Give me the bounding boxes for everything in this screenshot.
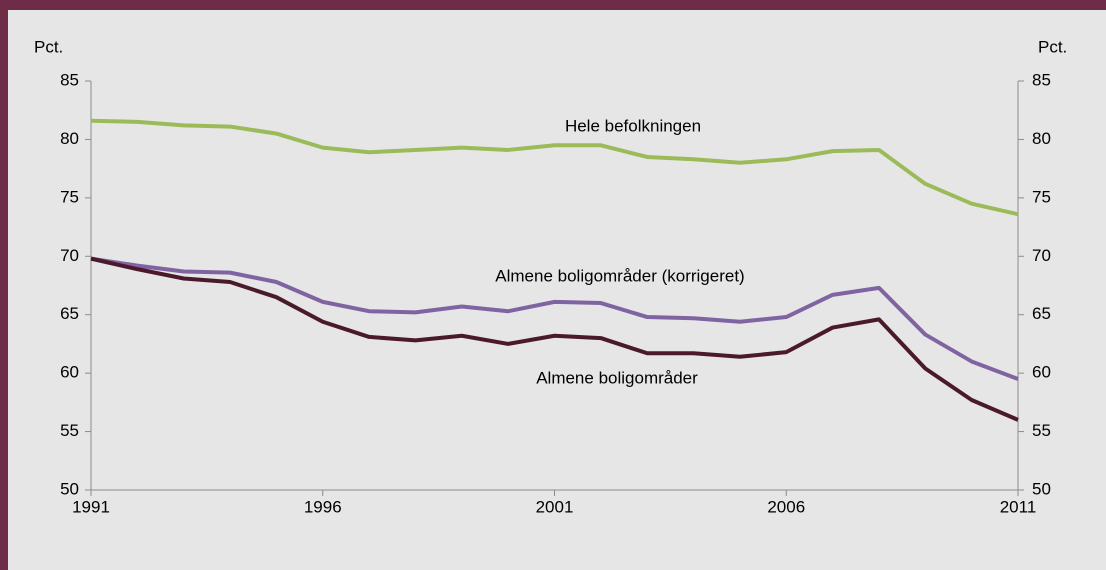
series-line <box>90 118 1019 217</box>
series-label: Almene boligområder (korrigeret) <box>495 266 744 285</box>
y-tick-label: 60 <box>60 363 79 382</box>
y-tick-label: 50 <box>60 479 79 498</box>
y2-tick-label: 50 <box>1032 479 1051 498</box>
y2-tick-label: 65 <box>1032 304 1051 323</box>
plot-background <box>8 10 1106 570</box>
y-tick-label: 70 <box>60 246 79 265</box>
y-tick-label: 55 <box>60 421 79 440</box>
x-tick-label: 1991 <box>72 497 110 516</box>
x-tick-label: 2011 <box>1000 497 1037 516</box>
y-tick-label: 65 <box>60 304 79 323</box>
y-axis-label: Pct. <box>34 37 63 56</box>
y2-tick-label: 55 <box>1032 421 1051 440</box>
y2-tick-label: 75 <box>1032 187 1051 206</box>
x-tick-label: 1996 <box>304 497 342 516</box>
y2-axis-label: Pct. <box>1038 37 1067 56</box>
y2-tick-label: 70 <box>1032 246 1051 265</box>
series-label: Hele befolkningen <box>565 116 701 135</box>
series-label: Almene boligområder <box>536 368 698 387</box>
y2-tick-label: 60 <box>1032 363 1051 382</box>
x-tick-label: 2006 <box>767 497 805 516</box>
y-tick-label: 85 <box>60 70 79 89</box>
series-line <box>90 256 1019 422</box>
y-tick-label: 75 <box>60 187 79 206</box>
series-line <box>90 256 1019 381</box>
y-tick-label: 80 <box>60 129 79 148</box>
y2-tick-label: 85 <box>1032 70 1051 89</box>
y2-tick-label: 80 <box>1032 129 1051 148</box>
x-tick-label: 2001 <box>536 497 574 516</box>
